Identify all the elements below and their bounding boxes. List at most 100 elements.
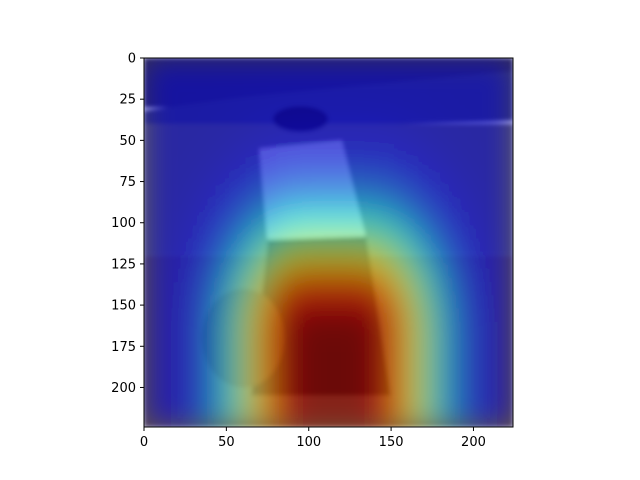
heatmap-cell: [262, 150, 277, 165]
heatmap-cell: [236, 58, 251, 72]
heatmap-cell: [381, 374, 395, 389]
heatmap-cell: [302, 255, 316, 270]
heatmap-cell: [368, 84, 382, 99]
heatmap-cell: [368, 374, 382, 389]
heatmap-cell: [499, 229, 513, 244]
heatmap-cell: [236, 189, 251, 204]
heatmap-cell: [288, 334, 303, 349]
heatmap-cell: [420, 216, 435, 230]
heatmap-cell: [341, 268, 356, 283]
heatmap-cell: [420, 163, 435, 178]
heatmap-cell: [236, 84, 251, 99]
heatmap-cell: [302, 229, 316, 244]
heatmap-cell: [223, 189, 237, 204]
heatmap-cell: [407, 308, 422, 323]
heatmap-cell: [236, 71, 251, 85]
heatmap-cell: [262, 216, 277, 230]
heatmap-cell: [407, 242, 422, 257]
heatmap-cell: [236, 137, 251, 151]
heatmap-cell: [407, 176, 422, 191]
heatmap-cell: [341, 387, 356, 402]
heatmap-cell: [486, 413, 501, 427]
heatmap-cell: [381, 58, 395, 72]
heatmap-cell: [341, 137, 356, 151]
heatmap-cell: [315, 334, 330, 349]
heatmap-cell: [473, 137, 488, 151]
y-tick-label: 100: [111, 216, 136, 231]
heatmap-cell: [447, 282, 461, 296]
heatmap-cell: [460, 374, 475, 389]
heatmap-cell: [368, 163, 382, 178]
heatmap-cell: [368, 202, 382, 217]
heatmap-cell: [394, 295, 409, 309]
heatmap-cell: [315, 110, 330, 125]
heatmap-cell: [394, 229, 409, 244]
heatmap-cell: [315, 202, 330, 217]
heatmap-cell: [341, 282, 356, 296]
heatmap-cell: [262, 413, 277, 427]
heatmap-cell: [262, 321, 277, 336]
heatmap-cell: [407, 71, 422, 85]
heatmap-cell: [433, 150, 448, 165]
heatmap-cell: [447, 163, 461, 178]
heatmap-cell: [486, 137, 501, 151]
heatmap-cell: [354, 387, 369, 402]
heatmap-cell: [275, 176, 290, 191]
heatmap-cell: [170, 163, 185, 178]
heatmap-cell: [315, 229, 330, 244]
heatmap-cell: [275, 282, 290, 296]
heatmap-cell: [394, 189, 409, 204]
heatmap-cell: [144, 97, 158, 112]
heatmap-cell: [447, 58, 461, 72]
heatmap-cell: [183, 255, 198, 270]
axes-frame: [143, 57, 514, 428]
heatmap-cell: [407, 123, 422, 138]
heatmap-cell: [407, 84, 422, 99]
heatmap-cell: [354, 163, 369, 178]
heatmap-cell: [196, 176, 211, 191]
heatmap-cell: [157, 110, 171, 125]
heatmap-cell: [144, 308, 158, 323]
heatmap-cell: [236, 216, 251, 230]
heatmap-cell: [394, 321, 409, 336]
heatmap-cell: [368, 347, 382, 362]
heatmap-cell: [209, 400, 224, 415]
x-tick-label: 200: [461, 435, 486, 450]
heatmap-cell: [433, 229, 448, 244]
heatmap-cell: [460, 58, 475, 72]
heatmap-cell: [262, 242, 277, 257]
heatmap-cell: [420, 282, 435, 296]
heatmap-cell: [275, 334, 290, 349]
heatmap-cell: [223, 361, 237, 375]
heatmap-cell: [447, 242, 461, 257]
heatmap-cell: [447, 268, 461, 283]
heatmap-cell: [170, 295, 185, 309]
heatmap-cell: [157, 150, 171, 165]
heatmap-cell: [196, 58, 211, 72]
heatmap-cell: [170, 229, 185, 244]
heatmap-cell: [460, 361, 475, 375]
heatmap-cell: [473, 229, 488, 244]
heatmap-cell: [354, 84, 369, 99]
heatmap-cell: [236, 97, 251, 112]
heatmap-cell: [249, 110, 264, 125]
heatmap-cell: [183, 347, 198, 362]
heatmap-cell: [433, 334, 448, 349]
heatmap-cell: [223, 255, 237, 270]
heatmap-cell: [223, 150, 237, 165]
heatmap-cell: [302, 387, 316, 402]
heatmap-cell: [315, 163, 330, 178]
heatmap-cell: [223, 308, 237, 323]
heatmap-cell: [223, 400, 237, 415]
heatmap-cell: [170, 387, 185, 402]
heatmap-cell: [157, 202, 171, 217]
heatmap-cell: [288, 321, 303, 336]
heatmap-cell: [170, 110, 185, 125]
heatmap-cell: [315, 295, 330, 309]
heatmap-cell: [183, 150, 198, 165]
heatmap-cell: [460, 413, 475, 427]
heatmap-cell: [209, 321, 224, 336]
heatmap-cell: [223, 282, 237, 296]
heatmap-cell: [460, 110, 475, 125]
heatmap-cell: [473, 97, 488, 112]
